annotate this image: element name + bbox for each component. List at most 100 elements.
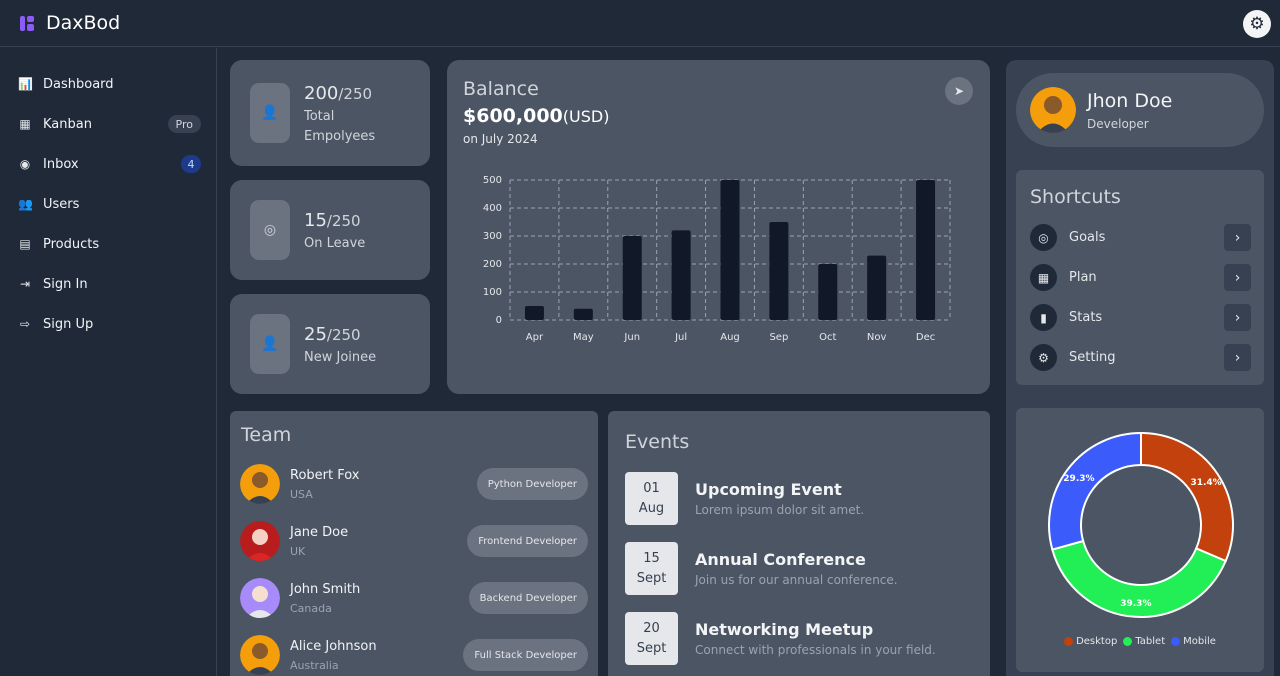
slice-label: 29.3% bbox=[1063, 474, 1094, 484]
sidebar-item-sign-up[interactable]: ⇨ Sign Up bbox=[18, 310, 203, 338]
pie-slice bbox=[1051, 539, 1227, 618]
shortcut-label: Stats bbox=[1069, 310, 1103, 325]
stat-value: 200/250 bbox=[304, 83, 373, 104]
y-tick-label: 500 bbox=[483, 175, 502, 186]
bar bbox=[671, 230, 691, 320]
team-card: Team Robert Fox USA Python Developer Jan… bbox=[230, 411, 598, 676]
sidebar-item-sign-in[interactable]: ⇥ Sign In bbox=[18, 270, 203, 298]
event-title: Upcoming Event bbox=[695, 480, 842, 499]
chevron-right-icon[interactable]: › bbox=[1224, 224, 1251, 251]
stat-label: On Leave bbox=[304, 236, 366, 251]
right-panel: Jhon Doe Developer Shortcuts ◎ Goals › ▦… bbox=[1006, 60, 1274, 676]
team-member: Alice Johnson Australia Full Stack Devel… bbox=[230, 635, 598, 675]
event-item[interactable]: 15 Sept Annual Conference Join us for our… bbox=[608, 542, 990, 595]
balance-amount: $600,000(USD) bbox=[463, 105, 610, 127]
balance-title: Balance bbox=[463, 78, 539, 100]
bar bbox=[867, 255, 887, 320]
sidebar-item-label: Users bbox=[43, 196, 80, 212]
bar-chart-icon: 📊 bbox=[18, 77, 33, 91]
shortcut-label: Setting bbox=[1069, 350, 1116, 365]
x-tick-label: Nov bbox=[867, 332, 887, 343]
calendar-icon: ▦ bbox=[19, 117, 31, 131]
event-description: Join us for our annual conference. bbox=[695, 573, 898, 587]
sidebar-item-dashboard[interactable]: 📊 Dashboard bbox=[18, 70, 203, 98]
sidebar-item-label: Products bbox=[43, 236, 100, 252]
team-member: Jane Doe UK Frontend Developer bbox=[230, 521, 598, 561]
sidebar-item-kanban[interactable]: ▦ Kanban Pro bbox=[18, 110, 203, 138]
shortcut-plan[interactable]: ▦ Plan › bbox=[1030, 264, 1251, 292]
pro-badge: Pro bbox=[167, 115, 201, 133]
team-member: Robert Fox USA Python Developer bbox=[230, 464, 598, 504]
sidebar-item-products[interactable]: ▤ Products bbox=[18, 230, 203, 258]
profile-card[interactable]: Jhon Doe Developer bbox=[1016, 73, 1264, 147]
gear-icon[interactable]: ⚙ bbox=[1243, 10, 1271, 38]
legend-label: Mobile bbox=[1183, 636, 1216, 647]
shortcut-label: Plan bbox=[1069, 270, 1097, 285]
sidebar-item-users[interactable]: 👥 Users bbox=[18, 190, 203, 218]
shortcut-goals[interactable]: ◎ Goals › bbox=[1030, 224, 1251, 252]
list-icon: ▤ bbox=[19, 237, 31, 251]
user-plus-icon: 👤 bbox=[250, 314, 290, 374]
bar bbox=[524, 306, 544, 320]
shortcuts-card: Shortcuts ◎ Goals › ▦ Plan › ▮ Stats › ⚙… bbox=[1016, 170, 1264, 385]
event-date: 15 Sept bbox=[625, 542, 678, 595]
top-bar: DaxBod ⚙ bbox=[0, 0, 1280, 47]
sign-up-icon: ⇨ bbox=[19, 317, 31, 331]
event-item[interactable]: 01 Aug Upcoming Event Lorem ipsum dolor s… bbox=[608, 472, 990, 525]
role-badge[interactable]: Frontend Developer bbox=[467, 525, 588, 557]
role-badge[interactable]: Backend Developer bbox=[468, 582, 588, 614]
x-tick-label: Dec bbox=[916, 332, 935, 343]
role-badge[interactable]: Full Stack Developer bbox=[463, 639, 588, 671]
member-name: Jane Doe bbox=[290, 525, 349, 540]
inbox-count-badge: 4 bbox=[181, 155, 201, 173]
shortcuts-title: Shortcuts bbox=[1030, 186, 1121, 208]
role-badge[interactable]: Python Developer bbox=[476, 468, 588, 500]
legend-item[interactable]: Mobile bbox=[1171, 636, 1216, 647]
sidebar-item-inbox[interactable]: ◉ Inbox 4 bbox=[18, 150, 203, 178]
legend-swatch bbox=[1064, 637, 1074, 646]
shortcut-stats[interactable]: ▮ Stats › bbox=[1030, 304, 1251, 332]
brand[interactable]: DaxBod bbox=[20, 12, 120, 34]
member-country: UK bbox=[290, 545, 306, 558]
balance-card: Balance $600,000(USD) on July 2024 ➤ 0 10… bbox=[447, 60, 990, 394]
profile-name: Jhon Doe bbox=[1087, 90, 1173, 112]
x-tick-label: Sep bbox=[769, 332, 788, 343]
shortcut-label: Goals bbox=[1069, 230, 1106, 245]
event-item[interactable]: 20 Sept Networking Meetup Connect with pr… bbox=[608, 612, 990, 665]
chevron-right-icon[interactable]: › bbox=[1224, 304, 1251, 331]
messenger-icon: ◉ bbox=[19, 157, 31, 171]
y-tick-label: 400 bbox=[483, 203, 502, 214]
chevron-right-icon[interactable]: › bbox=[1224, 264, 1251, 291]
chart-legend: Desktop Tablet Mobile bbox=[1016, 636, 1264, 647]
y-tick-label: 200 bbox=[483, 259, 502, 270]
bar-chart-icon: ▮ bbox=[1030, 304, 1057, 331]
team-member: John Smith Canada Backend Developer bbox=[230, 578, 598, 618]
avatar bbox=[240, 635, 280, 675]
shortcut-setting[interactable]: ⚙ Setting › bbox=[1030, 344, 1251, 372]
slice-label: 31.4% bbox=[1190, 478, 1221, 488]
gear-icon: ⚙ bbox=[1030, 344, 1057, 371]
device-donut-card: 31.4% 39.3% 29.3% Desktop Tablet Mobile bbox=[1016, 408, 1264, 672]
event-date: 20 Sept bbox=[625, 612, 678, 665]
calendar-icon: ▦ bbox=[1030, 264, 1057, 291]
avatar bbox=[240, 464, 280, 504]
legend-label: Tablet bbox=[1135, 636, 1166, 647]
y-tick-label: 100 bbox=[483, 287, 502, 298]
bar bbox=[916, 180, 936, 320]
member-country: Australia bbox=[290, 659, 339, 672]
profile-role: Developer bbox=[1087, 117, 1149, 131]
users-icon: 👥 bbox=[18, 197, 33, 211]
legend-item[interactable]: Desktop bbox=[1064, 636, 1117, 647]
x-tick-label: May bbox=[573, 332, 594, 343]
y-tick-label: 300 bbox=[483, 231, 502, 242]
sidebar-item-label: Inbox bbox=[43, 156, 79, 172]
send-icon[interactable]: ➤ bbox=[945, 77, 973, 105]
x-tick-label: Aug bbox=[720, 332, 740, 343]
pie-slice bbox=[1048, 431, 1142, 551]
balance-date: on July 2024 bbox=[463, 132, 538, 146]
team-title: Team bbox=[241, 424, 292, 446]
event-description: Lorem ipsum dolor sit amet. bbox=[695, 503, 865, 517]
x-tick-label: Jun bbox=[623, 332, 640, 343]
chevron-right-icon[interactable]: › bbox=[1224, 344, 1251, 371]
legend-item[interactable]: Tablet bbox=[1123, 636, 1165, 647]
